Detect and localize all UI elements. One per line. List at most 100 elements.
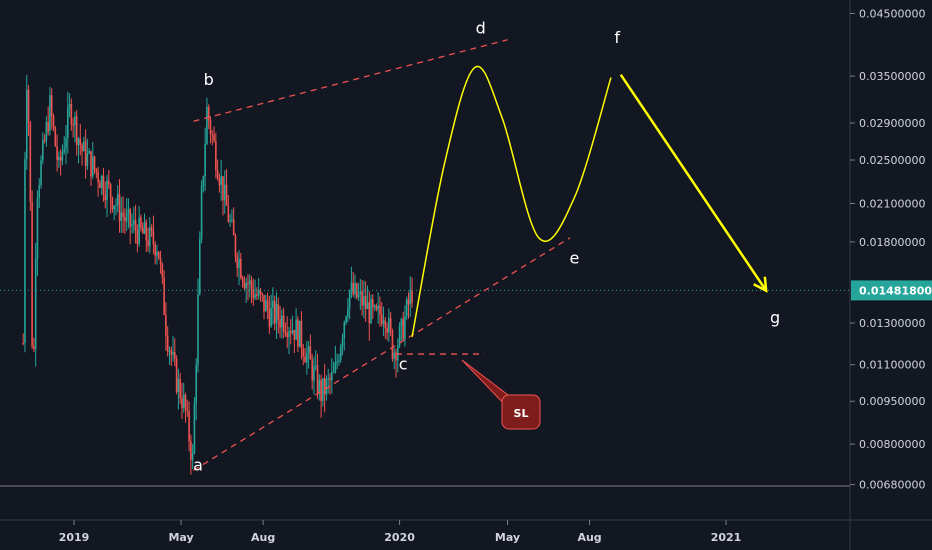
y-tick-label: 0.00680000 — [859, 479, 925, 492]
candle-body — [109, 184, 112, 198]
sl-callout-box[interactable] — [501, 394, 541, 430]
candle-body — [99, 182, 101, 189]
projection-curve[interactable] — [411, 65, 612, 337]
candle-body — [284, 331, 287, 333]
candle-body — [395, 352, 397, 361]
candle-body — [243, 281, 246, 289]
wave-label-f[interactable]: f — [614, 28, 620, 47]
candle-body — [66, 107, 69, 138]
candle-body — [22, 343, 24, 345]
candle-body — [336, 361, 338, 363]
candle-body — [31, 201, 33, 347]
wave-label-a[interactable]: a — [193, 455, 203, 474]
candle-body — [143, 222, 146, 234]
candle-body — [165, 314, 167, 336]
candle-body — [396, 345, 399, 361]
candle-body — [29, 122, 32, 202]
candle-body — [191, 453, 194, 460]
candle-body — [54, 127, 57, 147]
candle-body — [198, 238, 201, 295]
wave-label-b[interactable]: b — [204, 70, 214, 89]
candle-body — [190, 441, 192, 460]
candle-body — [368, 302, 371, 324]
candle-body — [388, 318, 390, 333]
candle-body — [238, 258, 240, 269]
wave-label-d[interactable]: d — [476, 19, 486, 38]
candle-body — [409, 289, 412, 305]
candle-body — [159, 258, 162, 265]
candle-body — [52, 116, 55, 128]
wave-label-c[interactable]: c — [399, 354, 408, 373]
candle-body — [411, 289, 413, 304]
x-tick-label: May — [495, 531, 520, 544]
candle-body — [347, 308, 349, 317]
candle-body — [380, 314, 383, 324]
candle-body — [113, 205, 115, 210]
candle-body — [339, 346, 342, 361]
candle-body — [386, 327, 388, 333]
candle-body — [354, 283, 356, 295]
wave-label-e[interactable]: e — [569, 249, 579, 268]
candle-body — [108, 180, 110, 185]
projection-arrow[interactable] — [619, 74, 768, 292]
candle-body — [33, 346, 35, 350]
candle-body — [58, 156, 60, 161]
candle-body — [295, 319, 297, 340]
candle-body — [352, 282, 355, 295]
lower-channel-line[interactable] — [193, 237, 571, 471]
candle-body — [97, 171, 99, 183]
candle-body — [43, 139, 46, 141]
y-tick-label: 0.00950000 — [859, 395, 925, 408]
candle-body — [136, 230, 139, 245]
candle-body — [341, 338, 344, 347]
time-axis[interactable]: 2019 May Aug 2020 May Aug 2021 — [59, 520, 742, 544]
wave-label-g[interactable]: g — [770, 308, 780, 327]
candle-body — [264, 300, 267, 312]
candle-body — [357, 294, 360, 298]
candle-body — [88, 151, 90, 154]
candle-body — [361, 291, 363, 306]
candle-body — [222, 176, 224, 201]
candle-body — [150, 227, 153, 231]
candle-body — [281, 315, 283, 328]
candle-body — [45, 122, 48, 141]
candle-body — [227, 205, 230, 222]
candle-body — [379, 305, 381, 315]
last-price-marker: 0.01481800 — [851, 280, 932, 301]
price-axis[interactable]: 0.04500000 0.03500000 0.02900000 0.02500000… — [850, 7, 925, 492]
candle-body — [102, 176, 105, 195]
candle-body — [322, 378, 324, 402]
candle-body — [129, 209, 132, 227]
x-tick-label: May — [168, 531, 193, 544]
candle-body — [282, 315, 285, 332]
candle-body — [68, 104, 71, 108]
candle-body — [257, 289, 260, 296]
candle-body — [86, 153, 89, 167]
candle-body — [318, 379, 321, 394]
candle-body — [77, 138, 80, 146]
candle-body — [373, 305, 376, 308]
candle-body — [134, 220, 137, 231]
sl-label: SL — [514, 407, 529, 420]
candle-body — [338, 360, 340, 362]
candle-body — [330, 372, 333, 381]
candle-body — [393, 352, 396, 359]
candle-body — [291, 330, 294, 334]
candle-body — [115, 204, 117, 206]
candle-body — [156, 251, 158, 256]
candle-body — [72, 124, 74, 126]
candle-body — [79, 138, 82, 145]
candle-body — [316, 365, 319, 394]
candle-body — [27, 89, 30, 123]
candle-body — [313, 366, 315, 381]
candle-body — [140, 217, 142, 228]
candle-body — [334, 362, 337, 372]
candle-body — [372, 299, 374, 308]
candle-body — [389, 318, 392, 331]
candle-body — [47, 122, 49, 132]
candle-body — [286, 332, 288, 338]
candle-body — [234, 235, 237, 257]
y-tick-label: 0.01800000 — [859, 236, 925, 249]
candle-body — [297, 319, 299, 347]
